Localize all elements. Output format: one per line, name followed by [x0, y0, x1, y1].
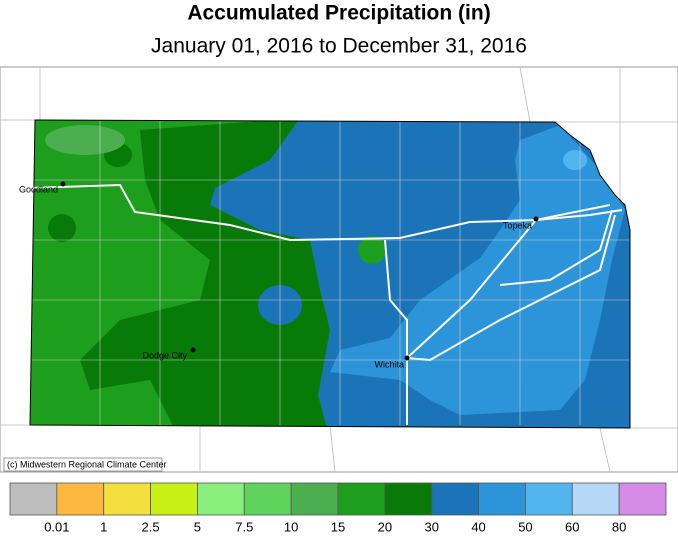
city-dot — [404, 355, 410, 361]
legend-swatch — [384, 482, 433, 516]
legend-swatch — [56, 482, 105, 516]
legend: 0.01 1 2.5 5 7.5 10 15 20 30 40 50 60 80 — [9, 482, 667, 534]
zone-30 — [48, 214, 76, 242]
legend-swatch — [337, 482, 386, 516]
title: Accumulated Precipitation (in) — [187, 2, 490, 25]
city-label: Dodge City — [142, 350, 187, 360]
subtitle: January 01, 2016 to December 31, 2016 — [151, 35, 527, 58]
city-dot — [190, 347, 196, 353]
legend-swatch — [571, 482, 620, 516]
city-label: Topeka — [503, 220, 532, 230]
legend-swatch — [150, 482, 198, 516]
city-label: Wichita — [374, 359, 404, 369]
legend-label: 1 — [100, 519, 107, 534]
legend-label: 20 — [378, 519, 392, 534]
city-dot — [533, 216, 539, 222]
legend-swatch — [478, 482, 526, 516]
zone-30 — [80, 120, 330, 428]
legend-swatch — [290, 482, 339, 516]
state-outline — [29, 119, 631, 429]
zone-50 — [330, 125, 625, 415]
legend-swatch — [618, 482, 667, 516]
precip-field — [30, 120, 630, 428]
legend-label: 80 — [612, 519, 626, 534]
legend-label: 5 — [194, 519, 201, 534]
legend-swatch — [197, 482, 245, 516]
legend-label: 0.01 — [44, 519, 69, 534]
legend-swatch — [431, 482, 479, 516]
legend-label: 15 — [331, 519, 345, 534]
legend-swatch — [243, 482, 292, 516]
cities: Goodland Dodge City Wichita Topeka — [19, 181, 539, 369]
city-label: Goodland — [19, 184, 58, 194]
legend-label: 60 — [565, 519, 579, 534]
zone-60 — [563, 150, 587, 170]
legend-label: 40 — [471, 519, 485, 534]
zone-20 — [358, 236, 386, 264]
legend-swatch — [525, 482, 573, 516]
credit-box — [3, 457, 163, 472]
credit: (c) Midwestern Regional Climate Center — [7, 459, 167, 469]
legend-label: 2.5 — [142, 519, 160, 534]
legend-swatch — [103, 482, 151, 516]
legend-label: 7.5 — [235, 519, 253, 534]
legend-label: 50 — [518, 519, 532, 534]
legend-label: 30 — [424, 519, 438, 534]
city-dot — [60, 181, 66, 187]
legend-label: 10 — [284, 519, 298, 534]
zone-15 — [45, 125, 125, 155]
state-lines — [0, 66, 678, 473]
legend-swatch — [9, 482, 58, 516]
